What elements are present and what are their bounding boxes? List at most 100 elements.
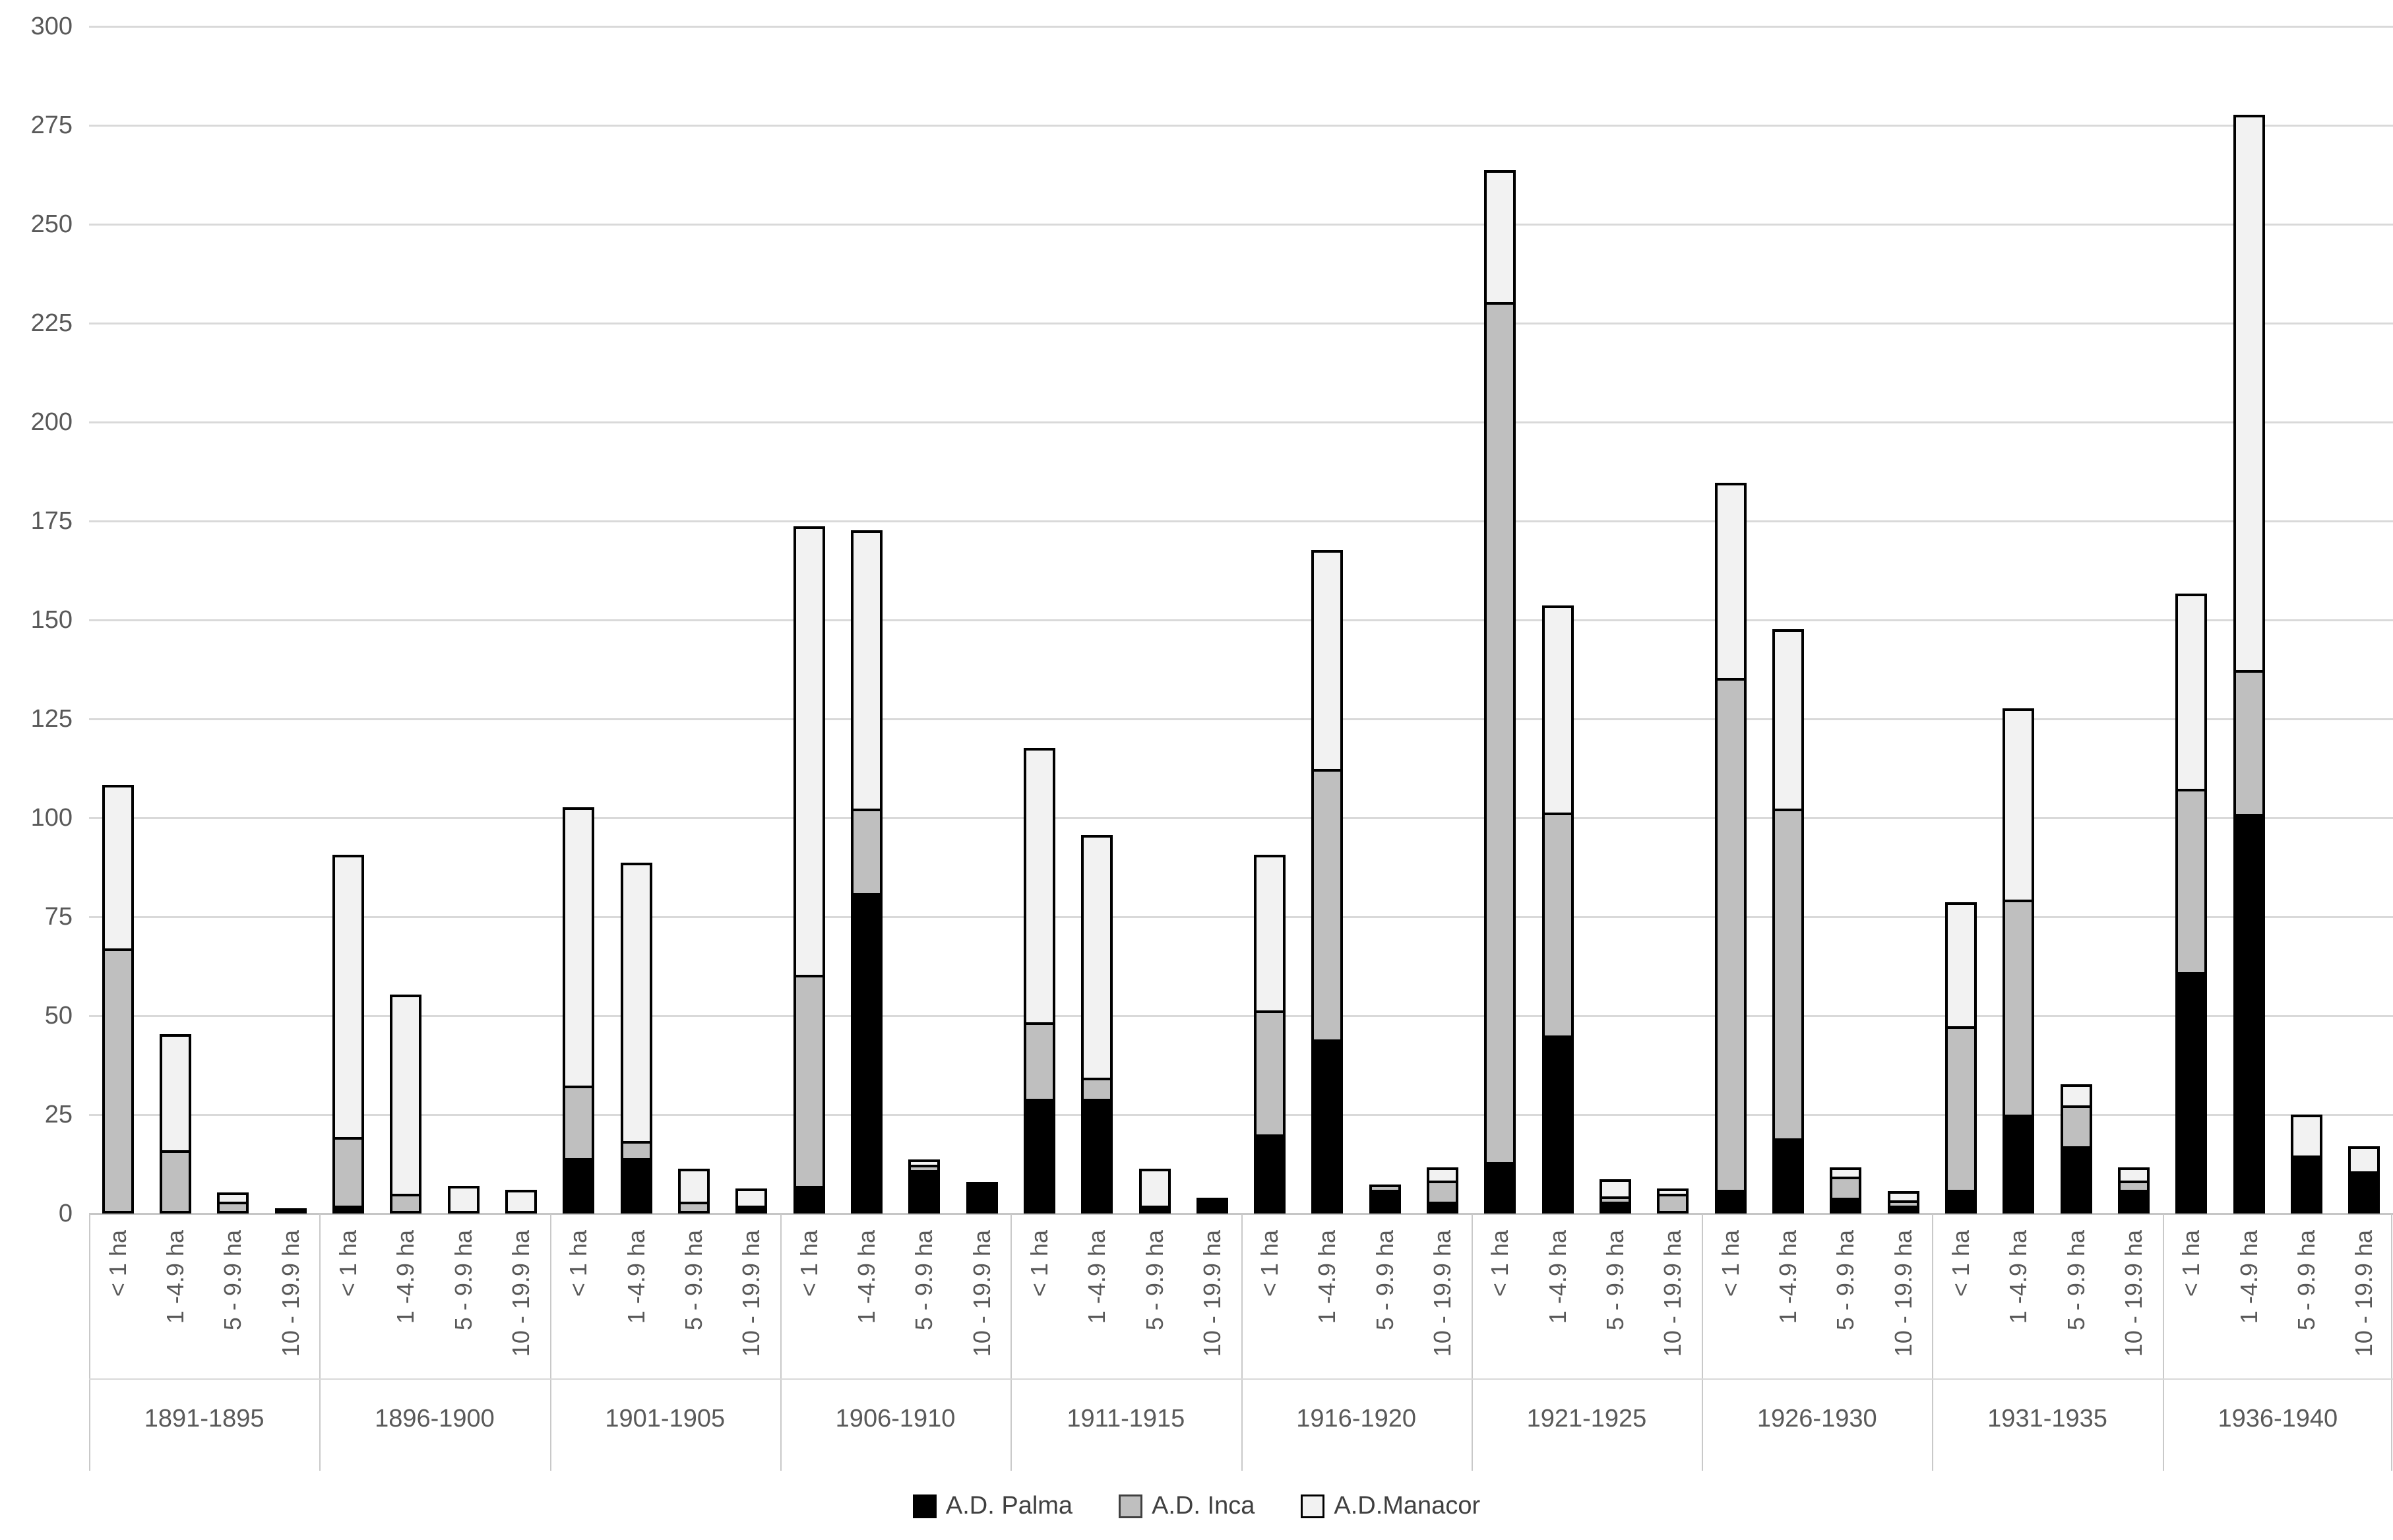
category-label: 1 -4.9 ha — [392, 1230, 420, 1324]
category-label: 10 - 19.9 ha — [507, 1230, 534, 1357]
bar-1906-1910-10-19.9ha — [966, 1182, 998, 1214]
y-tick-label: 100 — [30, 804, 73, 832]
period-label-1906-1910: 1906-1910 — [835, 1405, 956, 1432]
bar-1936-1940-5-9.9ha — [2291, 1111, 2322, 1214]
bar-1936-1940-<1ha — [2175, 588, 2208, 1214]
group-separator — [1932, 1214, 1934, 1471]
segment-A.D.-Palma — [735, 1206, 768, 1214]
gridline-225 — [89, 323, 2393, 324]
category-label: 1 -4.9 ha — [2235, 1230, 2262, 1324]
y-tick-label: 200 — [30, 408, 73, 436]
segment-A.D.-Palma — [1541, 1035, 1574, 1214]
bar-1916-1920-1-4.9ha — [1311, 545, 1344, 1214]
segment-A.D.Manacor — [1138, 1169, 1171, 1208]
bar-1911-1915-5-9.9ha — [1138, 1166, 1171, 1214]
bar-1896-1900-1-4.9ha — [390, 992, 422, 1214]
category-label: 1 -4.9 ha — [852, 1230, 880, 1324]
category-label: 1 -4.9 ha — [2005, 1230, 2032, 1324]
period-label-1901-1905: 1901-1905 — [605, 1405, 726, 1432]
legend-item: A.D. Palma — [912, 1492, 1072, 1520]
period-label-1931-1935: 1931-1935 — [1987, 1405, 2107, 1432]
segment-A.D.Manacor — [2348, 1146, 2380, 1174]
category-label: 10 - 19.9 ha — [2350, 1230, 2378, 1357]
segment-A.D.Manacor — [1945, 902, 1977, 1029]
gridline-300 — [89, 26, 2393, 28]
segment-A.D.Manacor — [1311, 550, 1344, 772]
category-label: 10 - 19.9 ha — [1429, 1230, 1456, 1357]
segment-A.D.-Palma — [1887, 1206, 1919, 1214]
category-label: 10 - 19.9 ha — [276, 1230, 304, 1357]
segment-A.D.-Palma — [1830, 1198, 1862, 1214]
segment-A.D.Manacor — [620, 863, 652, 1144]
group-separator — [1471, 1214, 1473, 1471]
y-tick-label: 300 — [30, 13, 73, 40]
gridline-200 — [89, 421, 2393, 423]
segment-A.D.Manacor — [2175, 594, 2208, 791]
legend-swatch-icon — [1119, 1494, 1143, 1518]
category-label: 1 -4.9 ha — [622, 1230, 650, 1324]
period-label-1911-1915: 1911-1915 — [1067, 1405, 1185, 1432]
bar-1911-1915-10-19.9ha — [1196, 1198, 1228, 1214]
bar-1916-1920-10-19.9ha — [1427, 1162, 1459, 1214]
segment-A.D.Manacor — [505, 1190, 537, 1214]
segment-A.D.-Inca — [1427, 1181, 1459, 1204]
segment-A.D.Manacor — [1541, 605, 1574, 815]
bar-1926-1930-10-19.9ha — [1887, 1186, 1919, 1214]
segment-A.D.-Palma — [1023, 1099, 1055, 1214]
gridline-175 — [89, 520, 2393, 522]
legend: A.D. Palma A.D. Inca A.D.Manacor — [0, 1492, 2393, 1520]
gridline-125 — [89, 718, 2393, 720]
legend-item: A.D.Manacor — [1301, 1492, 1480, 1520]
segment-A.D.Manacor — [274, 1208, 307, 1214]
bar-1906-1910-<1ha — [793, 521, 825, 1214]
segment-A.D.-Inca — [332, 1137, 364, 1208]
bar-1921-1925-1-4.9ha — [1541, 600, 1574, 1214]
legend-swatch-icon — [912, 1494, 937, 1518]
group-separator — [1241, 1214, 1243, 1471]
bar-1931-1935-10-19.9ha — [2118, 1162, 2150, 1214]
category-label: < 1 ha — [334, 1230, 361, 1297]
category-label: < 1 ha — [2177, 1230, 2205, 1297]
segment-A.D.-Palma — [1254, 1134, 1286, 1214]
bar-1891-1895-10-19.9ha — [274, 1208, 307, 1214]
segment-A.D.-Inca — [1830, 1177, 1862, 1200]
segment-A.D.-Inca — [217, 1202, 249, 1214]
segment-A.D.-Palma — [1081, 1099, 1113, 1214]
segment-A.D.-Palma — [1772, 1138, 1805, 1214]
segment-A.D.-Palma — [966, 1182, 998, 1214]
segment-A.D.-Inca — [1945, 1026, 1977, 1192]
segment-A.D.-Inca — [1541, 813, 1574, 1038]
group-separator — [1010, 1214, 1012, 1471]
segment-A.D.Manacor — [2233, 115, 2265, 673]
category-label: < 1 ha — [104, 1230, 131, 1297]
bar-1891-1895-<1ha — [102, 782, 134, 1214]
period-label-1926-1930: 1926-1930 — [1756, 1405, 1877, 1432]
segment-A.D.Manacor — [2291, 1115, 2322, 1158]
segment-A.D.-Inca — [793, 975, 825, 1188]
category-label: 10 - 19.9 ha — [1889, 1230, 1917, 1357]
legend-label: A.D. Inca — [1152, 1492, 1255, 1520]
category-label: < 1 ha — [565, 1230, 592, 1297]
axis-tier-separator — [89, 1378, 2393, 1380]
segment-A.D.-Palma — [563, 1158, 595, 1214]
gridline-275 — [89, 125, 2393, 127]
category-label: 1 -4.9 ha — [1313, 1230, 1341, 1324]
segment-A.D.Manacor — [793, 526, 825, 977]
segment-A.D.-Palma — [2233, 814, 2265, 1214]
category-label: 5 - 9.9 ha — [1832, 1230, 1859, 1331]
bar-1891-1895-5-9.9ha — [217, 1190, 249, 1214]
bar-1901-1905-10-19.9ha — [735, 1186, 768, 1214]
y-tick-label: 175 — [30, 507, 73, 535]
category-label: 5 - 9.9 ha — [1371, 1230, 1398, 1331]
segment-A.D.-Palma — [1311, 1039, 1344, 1214]
y-tick-label: 250 — [30, 210, 73, 238]
gridline-250 — [89, 224, 2393, 226]
bar-1931-1935-5-9.9ha — [2060, 1079, 2092, 1214]
legend-swatch-icon — [1301, 1494, 1325, 1518]
segment-A.D.-Inca — [1772, 809, 1805, 1141]
segment-A.D.-Inca — [2003, 900, 2035, 1117]
gridline-100 — [89, 817, 2393, 819]
segment-A.D.-Palma — [2348, 1174, 2380, 1214]
bar-1916-1920-5-9.9ha — [1369, 1182, 1401, 1214]
